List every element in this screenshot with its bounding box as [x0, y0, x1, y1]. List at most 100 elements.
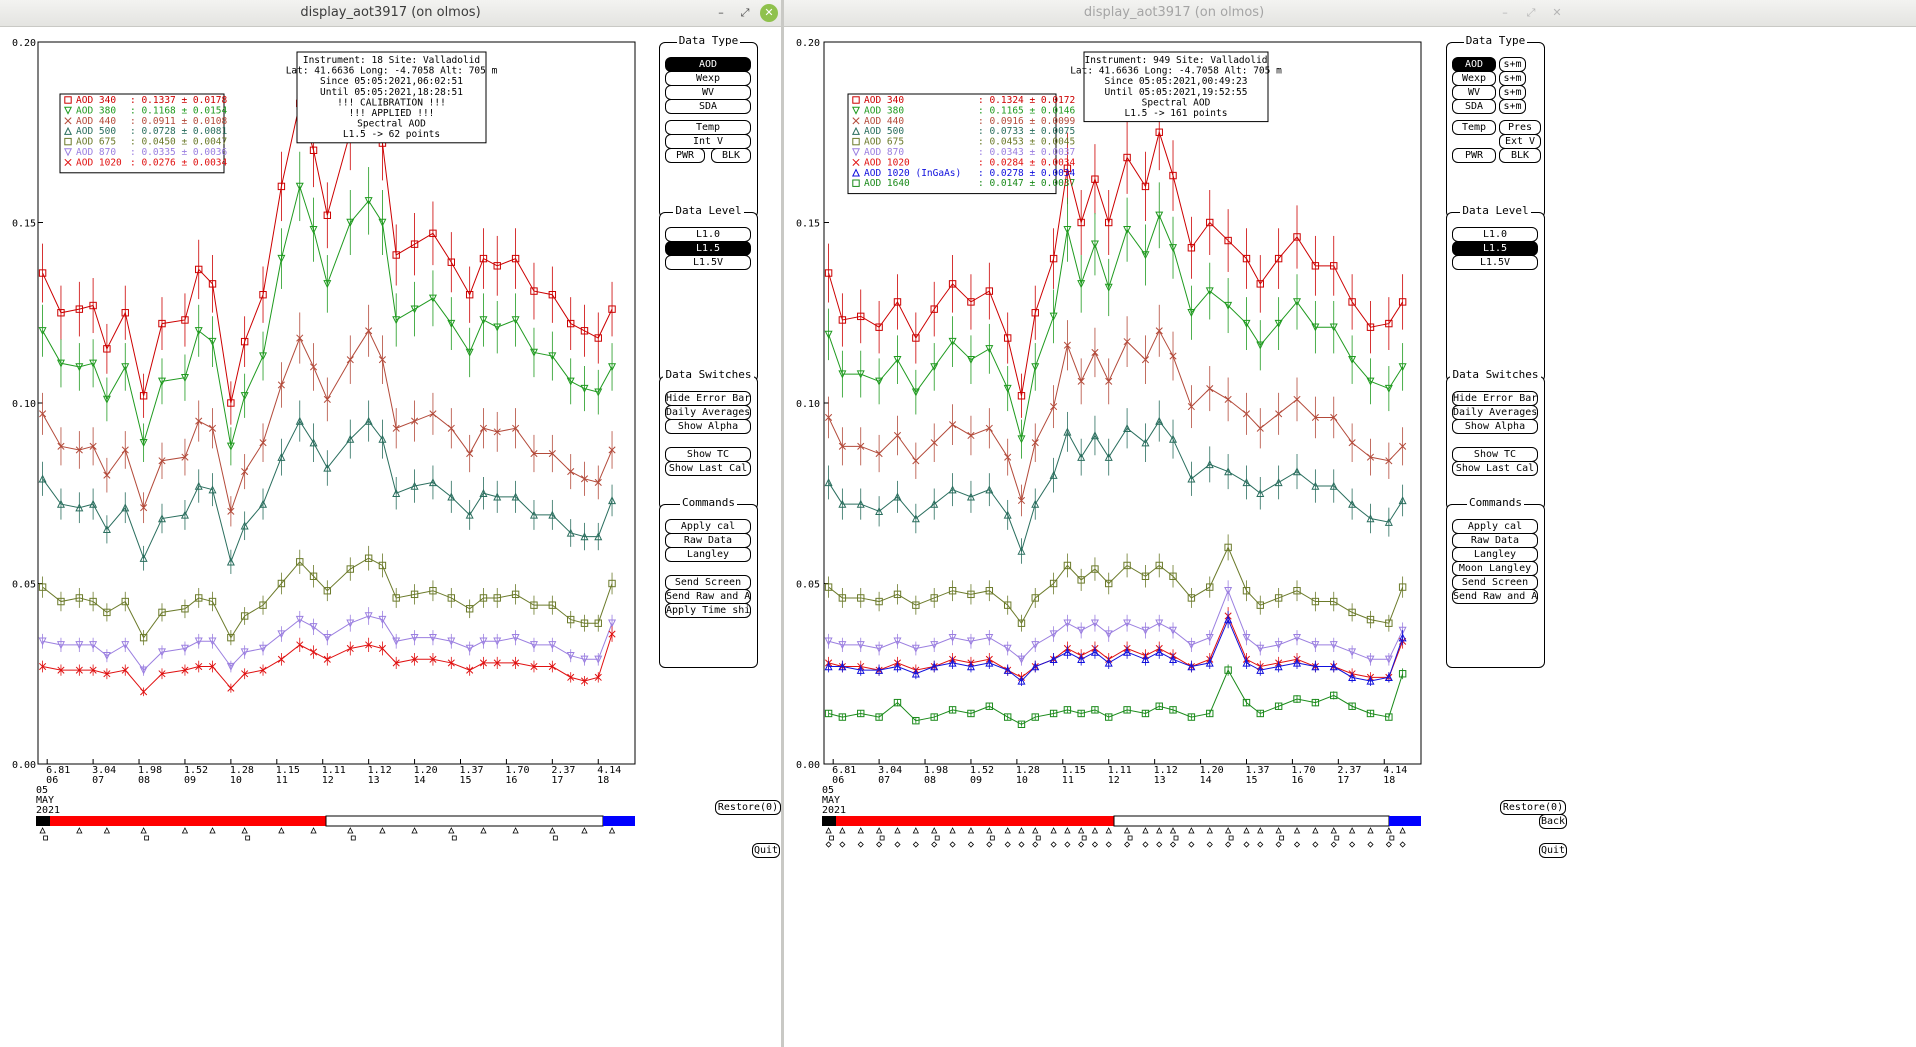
button-show-alpha[interactable]: Show Alpha [1452, 419, 1538, 434]
data-point [1155, 561, 1163, 570]
button-l1-5[interactable]: L1.5 [1452, 241, 1538, 256]
data-point [410, 240, 419, 248]
data-point [1123, 423, 1132, 432]
x-tick-hour: 10 [230, 775, 242, 786]
button-sda[interactable]: SDA [665, 99, 751, 114]
button-show-last-cal[interactable]: Show Last Cal [1452, 461, 1538, 476]
maximize-icon[interactable]: ⤢ [1526, 6, 1536, 19]
button-wv[interactable]: WV [665, 85, 751, 100]
data-point [1105, 218, 1113, 227]
button-apply-cal[interactable]: Apply cal [665, 519, 751, 534]
button-blk[interactable]: BLK [711, 148, 751, 163]
button-pres[interactable]: Pres [1499, 120, 1541, 135]
info-line: !!! APPLIED !!! [349, 108, 435, 119]
measurement-marker [1091, 827, 1099, 834]
x-tick-airmass: 6.81 [832, 765, 856, 776]
window-divider[interactable] [781, 0, 784, 1047]
button-sda[interactable]: SDA [1452, 99, 1496, 114]
button-send-screen[interactable]: Send Screen [1452, 575, 1538, 590]
close-icon[interactable]: ✕ [760, 4, 778, 22]
minimize-icon[interactable]: – [718, 6, 724, 19]
data-point [56, 499, 65, 508]
data-point [838, 499, 847, 508]
button-show-last-cal[interactable]: Show Last Cal [665, 461, 751, 476]
button-daily-averages[interactable]: Daily Averages [665, 405, 751, 420]
data-point [1091, 175, 1099, 183]
button-restore-0-[interactable]: Restore(0) [1500, 800, 1566, 815]
data-point [1187, 713, 1196, 721]
measurement-marker [1225, 841, 1232, 848]
data-point [1141, 709, 1150, 718]
date-label: 05 [36, 785, 48, 796]
button-wv[interactable]: WV [1452, 85, 1496, 100]
x-tick-airmass: 1.98 [138, 765, 162, 776]
button-s-m[interactable]: s+m [1499, 85, 1526, 100]
button-raw-data[interactable]: Raw Data [665, 533, 751, 548]
button-int-v[interactable]: Int V [665, 134, 751, 149]
minimize-icon[interactable]: – [1502, 6, 1508, 19]
button-aod[interactable]: AOD [1452, 57, 1496, 72]
button-send-screen[interactable]: Send Screen [665, 575, 751, 590]
button-wexp[interactable]: Wexp [665, 71, 751, 86]
button-s-m[interactable]: s+m [1499, 57, 1526, 72]
button-show-alpha[interactable]: Show Alpha [665, 419, 751, 434]
button-send-raw-and-aod[interactable]: Send Raw and AOD [1452, 589, 1538, 604]
button-temp[interactable]: Temp [1452, 120, 1496, 135]
close-icon[interactable]: ✕ [1552, 6, 1562, 19]
date-label: MAY [822, 795, 840, 806]
button-s-m[interactable]: s+m [1499, 99, 1526, 114]
title-bar[interactable]: display_aot3917 (on olmos) – ⤢ ✕ [784, 0, 1916, 27]
button-show-tc[interactable]: Show TC [665, 447, 751, 462]
button-l1-5v[interactable]: L1.5V [1452, 255, 1538, 270]
data-point [447, 637, 456, 646]
button-quit[interactable]: Quit [752, 843, 780, 858]
x-tick-airmass: 4.14 [1383, 765, 1407, 776]
measurement-marker [1275, 827, 1282, 834]
data-point [295, 182, 304, 191]
data-point [57, 442, 65, 450]
button-blk[interactable]: BLK [1499, 148, 1541, 163]
button-moon-langley[interactable]: Moon Langley [1452, 561, 1538, 576]
button-restore-0-[interactable]: Restore(0) [715, 800, 781, 815]
button-show-tc[interactable]: Show TC [1452, 447, 1538, 462]
button-l1-0[interactable]: L1.0 [665, 227, 751, 242]
button-langley[interactable]: Langley [1452, 547, 1538, 562]
data-point [548, 449, 556, 458]
button-wexp[interactable]: Wexp [1452, 71, 1496, 86]
legend-value: : 0.0911 ± 0.0108 [130, 116, 228, 127]
data-point [208, 337, 217, 346]
button-l1-5[interactable]: L1.5 [665, 241, 751, 256]
button-daily-averages[interactable]: Daily Averages [1452, 405, 1538, 420]
data-point [1031, 499, 1040, 508]
measurement-marker [1078, 841, 1085, 848]
legend-value: : 0.0343 ± 0.0037 [978, 147, 1075, 158]
button-apply-time-shift[interactable]: Apply Time shift [665, 603, 751, 618]
button-quit[interactable]: Quit [1539, 843, 1567, 858]
data-point [608, 305, 616, 313]
button-ext-v[interactable]: Ext V [1499, 134, 1541, 149]
measurement-marker [1081, 835, 1087, 841]
measurement-marker [949, 827, 956, 834]
button-apply-cal[interactable]: Apply cal [1452, 519, 1538, 534]
data-point [227, 507, 235, 515]
button-hide-error-bars[interactable]: Hide Error Bars [665, 391, 751, 406]
measurement-marker [1275, 841, 1282, 848]
button-back[interactable]: Back [1539, 814, 1567, 829]
button-l1-0[interactable]: L1.0 [1452, 227, 1538, 242]
button-pwr[interactable]: PWR [1452, 148, 1496, 163]
button-l1-5v[interactable]: L1.5V [665, 255, 751, 270]
data-point [1063, 427, 1072, 436]
data-point [1049, 470, 1058, 479]
button-temp[interactable]: Temp [665, 120, 751, 135]
maximize-icon[interactable]: ⤢ [740, 6, 750, 19]
button-aod[interactable]: AOD [665, 57, 751, 72]
button-raw-data[interactable]: Raw Data [1452, 533, 1538, 548]
button-send-raw-and-aod[interactable]: Send Raw and AOD [665, 589, 751, 604]
data-point [1049, 254, 1058, 263]
button-hide-error-bars[interactable]: Hide Error Bars [1452, 391, 1538, 406]
data-point [429, 655, 437, 663]
button-langley[interactable]: Langley [665, 547, 751, 562]
button-s-m[interactable]: s+m [1499, 71, 1526, 86]
button-pwr[interactable]: PWR [665, 148, 705, 163]
data-point [1155, 211, 1164, 220]
